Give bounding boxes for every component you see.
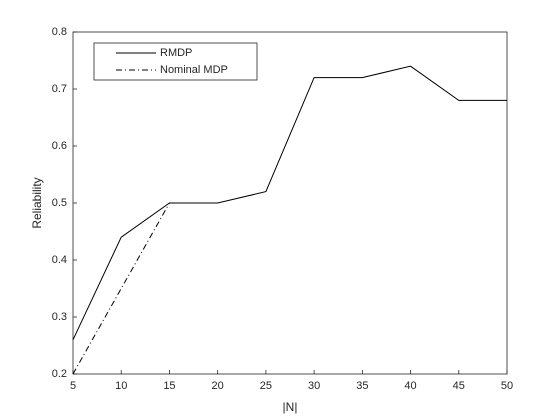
y-tick-label: 0.8 xyxy=(52,26,67,38)
x-tick-label: 10 xyxy=(115,380,127,392)
x-tick-label: 20 xyxy=(212,380,224,392)
y-tick-label: 0.3 xyxy=(52,311,67,323)
x-tick-label: 5 xyxy=(70,380,76,392)
x-tick-label: 50 xyxy=(501,380,513,392)
x-tick-label: 30 xyxy=(308,380,320,392)
y-tick-label: 0.6 xyxy=(52,140,67,152)
legend-label: Nominal MDP xyxy=(160,64,228,76)
x-tick-label: 35 xyxy=(356,380,368,392)
x-tick-label: 25 xyxy=(260,380,272,392)
x-tick-label: 45 xyxy=(453,380,465,392)
plot-box xyxy=(72,31,508,375)
x-axis-label: |N| xyxy=(283,400,298,414)
data-line xyxy=(72,65,507,341)
x-tick-label: 40 xyxy=(404,380,416,392)
legend-box xyxy=(93,42,258,81)
x-tick-label: 15 xyxy=(163,380,175,392)
y-tick-label: 0.4 xyxy=(52,254,67,266)
y-tick-label: 0.7 xyxy=(52,83,67,95)
y-axis-label: Reliability xyxy=(30,177,44,228)
y-tick-label: 0.5 xyxy=(52,197,67,209)
legend-label: RMDP xyxy=(160,47,192,59)
y-tick-label: 0.2 xyxy=(52,368,67,380)
